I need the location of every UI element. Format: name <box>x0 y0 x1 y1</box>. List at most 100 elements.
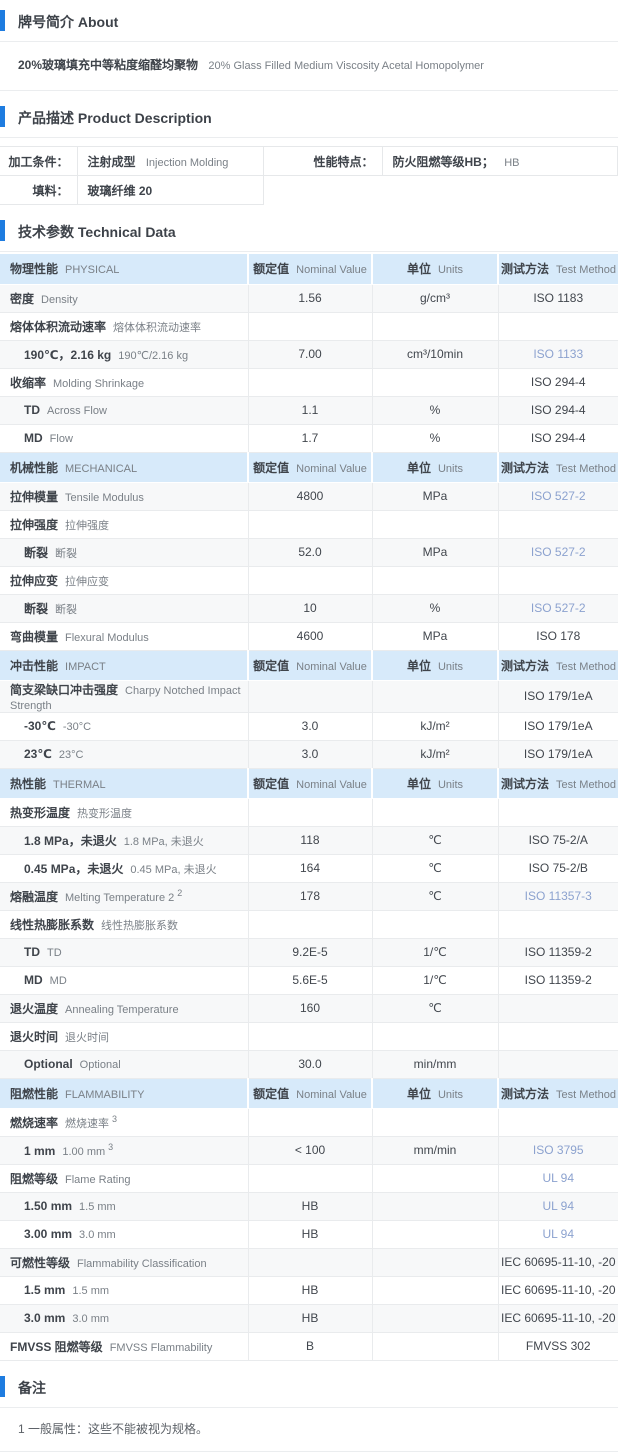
test-method-cell: IEC 60695-11-10, -20 <box>497 1248 618 1277</box>
property-cell: 1.5 mm 1.5 mm <box>0 1276 248 1305</box>
nominal-value-header-cell-en: Nominal Value <box>296 778 367 791</box>
category-title-cell-zh: 热性能 <box>10 776 47 791</box>
table-row: 熔融温度 Melting Temperature 2 2 178 ℃ ISO 11357-… <box>0 882 618 911</box>
property-cell: 线性热膨胀系数 线性热膨胀系数 <box>0 910 248 939</box>
property-cell-en: Density <box>41 293 78 306</box>
category-title-cell: 热性能 THERMAL <box>0 768 248 799</box>
nominal-value-cell-text: 178 <box>299 889 321 903</box>
units-cell <box>371 566 498 595</box>
units-cell-text: 1/℃ <box>423 973 447 987</box>
units-cell: MPa <box>371 538 498 567</box>
test-method-cell <box>497 1050 618 1079</box>
section-product-description: 产品描述 Product Description 加工条件： 注射成型 Inje… <box>0 101 618 205</box>
property-cell-en: 1.8 MPa, 未退火 <box>123 835 204 848</box>
table-row: TD Across Flow 1.1% ISO 294-4 <box>0 396 618 425</box>
accent-bar <box>0 10 5 31</box>
test-method-cell: ISO 178 <box>497 622 618 651</box>
table-row: 断裂 断裂 10% ISO 527-2 <box>0 594 618 623</box>
test-method-cell <box>497 1022 618 1051</box>
property-cell-zh: TD <box>24 403 40 417</box>
test-method-text: ISO 294-4 <box>530 375 586 389</box>
test-method-link[interactable]: ISO 527-2 <box>530 489 586 503</box>
test-method-header-cell: 测试方法 Test Method <box>497 1078 618 1109</box>
nominal-value-cell: HB <box>247 1192 372 1221</box>
technical-data-table: 物理性能 PHYSICAL 额定值 Nominal Value 单位 Units 测试方法 T… <box>0 254 618 1361</box>
property-cell-en: Molding Shrinkage <box>53 377 145 390</box>
nominal-value-cell-text: 5.6E-5 <box>292 973 328 987</box>
units-cell-text: mm/min <box>413 1143 457 1157</box>
table-row: 密度 Density 1.56 g/cm³ ISO 1183 <box>0 284 618 313</box>
test-method-cell: ISO 75-2/B <box>497 854 618 883</box>
test-method-header-cell: 测试方法 Test Method <box>497 650 618 681</box>
test-method-link[interactable]: UL 94 <box>542 1227 575 1241</box>
table-row: Optional Optional 30.0 min/mm <box>0 1050 618 1079</box>
test-method-link[interactable]: ISO 1133 <box>533 347 584 361</box>
nominal-value-cell-text: 1.56 <box>298 291 322 305</box>
section-notes: 备注 1 一般属性：这些不能被视为规格。 <box>0 1371 618 1452</box>
property-cell-zh: MD <box>24 431 43 445</box>
property-cell: 热变形温度 热变形温度 <box>0 798 248 827</box>
units-header-cell-en: Units <box>437 660 464 673</box>
units-cell <box>371 1192 498 1221</box>
test-method-link[interactable]: ISO 3795 <box>532 1143 584 1157</box>
nominal-value-cell <box>247 566 372 595</box>
property-cell: 3.00 mm 3.0 mm <box>0 1220 248 1249</box>
units-cell <box>371 680 498 713</box>
test-method-link[interactable]: UL 94 <box>542 1199 575 1213</box>
units-cell <box>371 798 498 827</box>
property-cell: 拉伸模量 Tensile Modulus <box>0 482 248 511</box>
test-method-link[interactable]: ISO 11357-3 <box>524 889 592 903</box>
nominal-value-cell-text: 7.00 <box>298 347 322 361</box>
about-description-en: 20% Glass Filled Medium Viscosity Acetal… <box>208 60 484 72</box>
test-method-cell: FMVSS 302 <box>497 1332 618 1361</box>
nominal-value-cell-text: 30.0 <box>298 1057 322 1071</box>
product-description-table: 加工条件： 注射成型 Injection Molding 性能特点： 防火阻燃等… <box>0 146 618 205</box>
test-method-text: FMVSS 302 <box>525 1339 591 1353</box>
property-cell-en: Flame Rating <box>65 1173 131 1186</box>
property-cell-en: 拉伸强度 <box>65 519 110 532</box>
test-method-text: ISO 11359-2 <box>524 945 592 959</box>
units-cell: ℃ <box>371 994 498 1023</box>
test-method-cell: ISO 294-4 <box>497 368 618 397</box>
property-cell-zh: 1.5 mm <box>24 1283 66 1297</box>
property-cell-en: 1.5 mm <box>79 1201 116 1213</box>
test-method-cell <box>497 566 618 595</box>
property-cell-en: 断裂 <box>55 547 78 560</box>
table-row: 0.45 MPa，未退火 0.45 MPa, 未退火 164 ℃ ISO 75-2/B <box>0 854 618 883</box>
units-cell <box>371 1164 498 1193</box>
nominal-value-cell-text: 3.0 <box>301 719 319 733</box>
category-title-cell: 机械性能 MECHANICAL <box>0 452 248 483</box>
test-method-header-cell-en: Test Method <box>556 462 616 475</box>
property-cell-zh: 简支梁缺口冲击强度 <box>10 682 119 697</box>
test-method-cell: IEC 60695-11-10, -20 <box>497 1276 618 1305</box>
nominal-value-cell: 164 <box>247 854 372 883</box>
test-method-header-cell-zh: 测试方法 <box>501 1086 550 1101</box>
nominal-value-cell <box>247 1164 372 1193</box>
nominal-value-cell: 3.0 <box>247 740 372 769</box>
test-method-text: ISO 294-4 <box>530 403 586 417</box>
table-row: 拉伸强度 拉伸强度 <box>0 510 618 539</box>
test-method-cell <box>497 994 618 1023</box>
about-description-zh: 20%玻璃填充中等粘度缩醛均聚物 <box>18 58 199 72</box>
property-cell-en: Melting Temperature 2 <box>65 891 175 904</box>
nominal-value-cell-text: 4600 <box>296 629 324 643</box>
table-row: 190℃，2.16 kg 190℃/2.16 kg 7.00 cm³/10min ISO… <box>0 340 618 369</box>
property-cell: 退火时间 退火时间 <box>0 1022 248 1051</box>
nominal-value-cell: HB <box>247 1304 372 1333</box>
test-method-link[interactable]: ISO 527-2 <box>530 601 586 615</box>
units-header-cell-en: Units <box>437 462 464 475</box>
about-description: 20%玻璃填充中等粘度缩醛均聚物 20% Glass Filled Medium… <box>0 42 618 91</box>
test-method-link[interactable]: ISO 527-2 <box>530 545 586 559</box>
nominal-value-cell-text: 1.1 <box>301 403 319 417</box>
test-method-cell: UL 94 <box>497 1164 618 1193</box>
test-method-link[interactable]: UL 94 <box>542 1171 575 1185</box>
property-cell-zh: 热变形温度 <box>10 805 71 820</box>
property-cell: 1.8 MPa，未退火 1.8 MPa, 未退火 <box>0 826 248 855</box>
nominal-value-cell <box>247 312 372 341</box>
nominal-value-cell <box>247 1248 372 1277</box>
units-cell-text: MPa <box>422 629 448 643</box>
nominal-value-cell-text: 4800 <box>296 489 324 503</box>
nominal-value-cell <box>247 1022 372 1051</box>
test-method-cell: ISO 1183 <box>497 284 618 313</box>
nominal-value-cell: 5.6E-5 <box>247 966 372 995</box>
